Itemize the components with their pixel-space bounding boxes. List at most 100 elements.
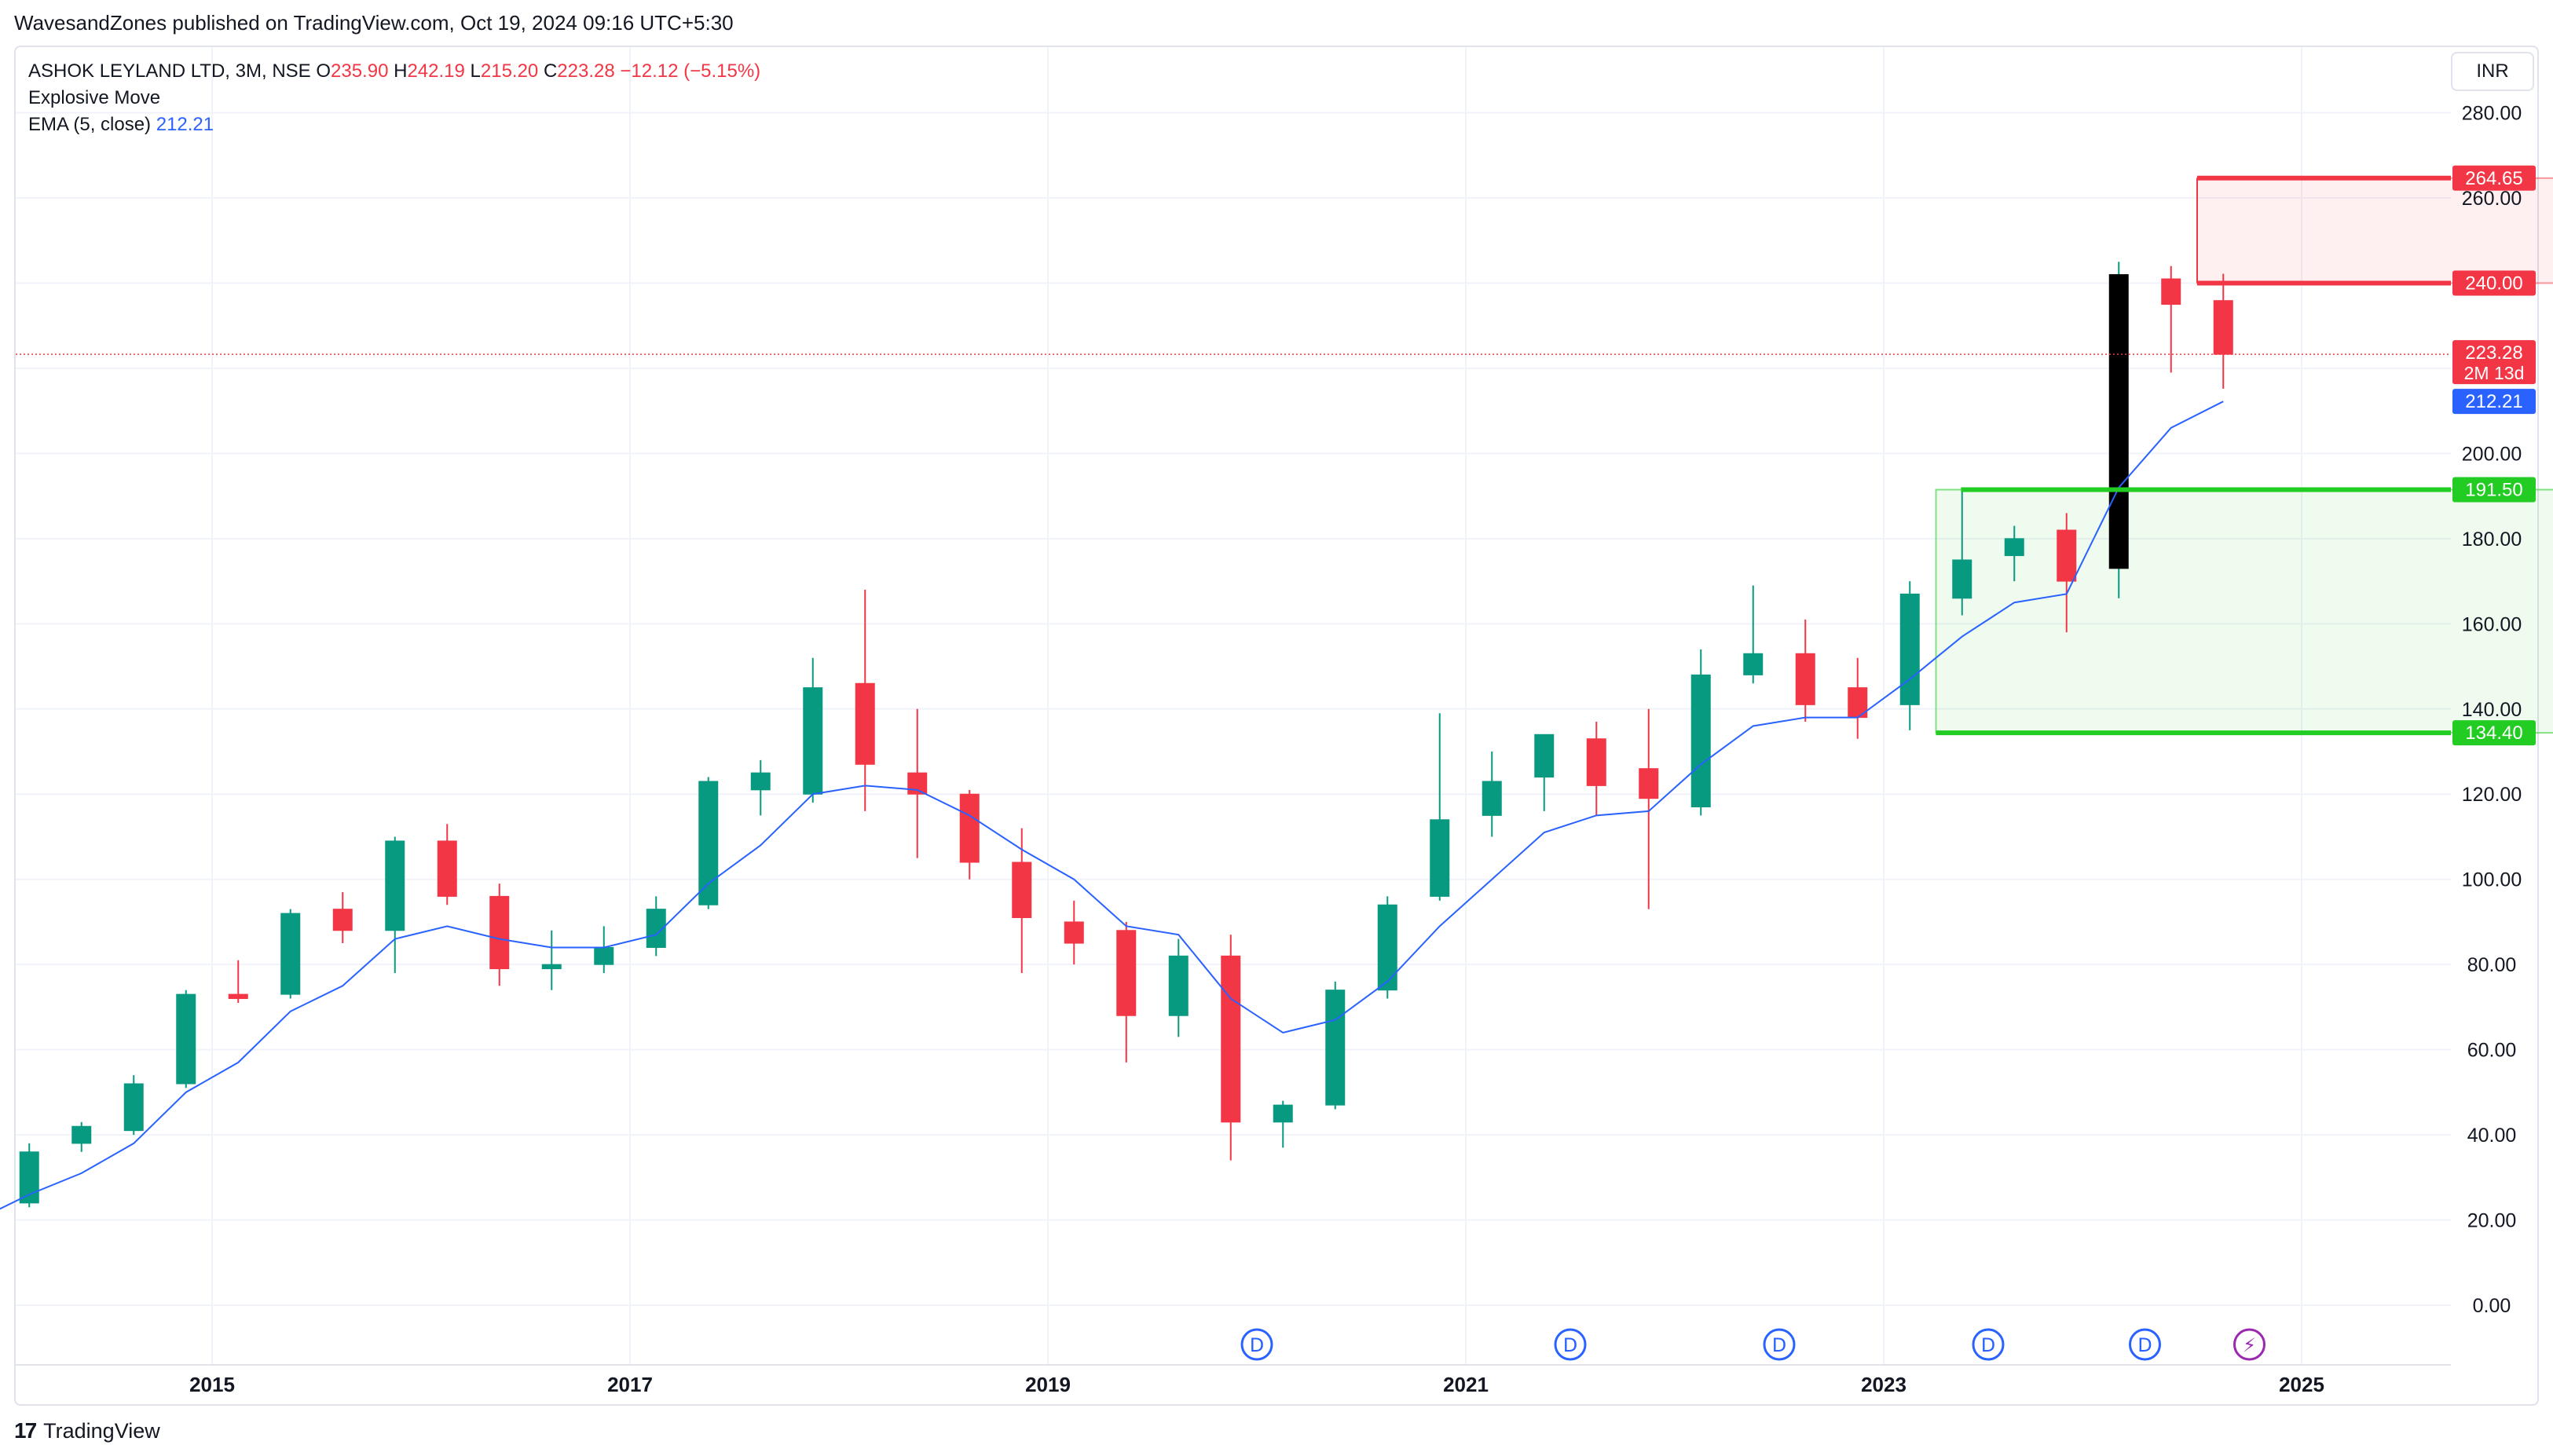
ema-line: [0, 401, 2224, 1210]
x-tick-label: 2015: [189, 1373, 235, 1396]
ema-layer: [0, 401, 2224, 1210]
candle-body: [1899, 593, 1920, 705]
x-tick-label: 2021: [1443, 1373, 1489, 1396]
split-event-marker[interactable]: ⚡: [2233, 1328, 2265, 1361]
chart-legend: ASHOK LEYLAND LTD, 3M, NSE O235.90 H242.…: [28, 58, 760, 138]
y-tick-label: 180.00: [2462, 529, 2522, 551]
ema-value: 212.21: [156, 114, 214, 135]
candle-body: [1168, 955, 1189, 1016]
candle-body: [1586, 738, 1606, 786]
candle-body: [2161, 278, 2181, 305]
chart-frame: [14, 46, 2539, 1406]
change-value: −12.12 (−5.15%): [620, 60, 761, 82]
candle-body: [907, 772, 928, 795]
y-tick-label: 260.00: [2462, 188, 2522, 210]
candle-body: [1116, 930, 1137, 1016]
candle-body: [176, 993, 196, 1085]
indicator-ema-row[interactable]: EMA (5, close) 212.21: [28, 112, 760, 138]
price-label-text: 240.00: [2465, 273, 2522, 294]
indicator-explosive-move[interactable]: Explosive Move: [28, 87, 161, 108]
zone-lines-layer: [16, 175, 2451, 736]
candle-body: [541, 964, 562, 970]
price-label-box: [2452, 270, 2536, 296]
ema-label: EMA (5, close): [28, 114, 152, 135]
candle-body: [1012, 862, 1032, 919]
candle-body: [959, 793, 980, 863]
candle-body: [1430, 819, 1450, 897]
lightning-icon: [2233, 1328, 2265, 1361]
tradingview-brand: TradingView: [43, 1418, 160, 1443]
axis-layer: 0.00 20.00 40.00 60.00 80.00 100.00 120.00 140.…: [16, 103, 2536, 1396]
price-label-countdown: 2M 13d: [2464, 363, 2525, 383]
price-label-text: 223.28: [2465, 342, 2522, 364]
event-marker-text: D: [1250, 1334, 1264, 1356]
candle-body: [1795, 653, 1815, 705]
dividend-icon: [1763, 1328, 1796, 1361]
candle-body: [2213, 300, 2233, 355]
legend-symbol-row: ASHOK LEYLAND LTD, 3M, NSE O235.90 H242.…: [28, 58, 760, 85]
candle-body: [1377, 904, 1397, 991]
footer-brand: 17 TradingView: [14, 1418, 160, 1443]
y-tick-label: 100.00: [2462, 869, 2522, 891]
zones-layer: [1935, 177, 2553, 734]
tradingview-logo-icon: 17: [14, 1418, 37, 1443]
event-marker-text: D: [1981, 1334, 1995, 1356]
candle-body: [1325, 990, 1346, 1106]
candle-body: [489, 895, 510, 970]
dividend-event-marker[interactable]: D: [2129, 1328, 2161, 1361]
dividend-event-marker[interactable]: D: [1240, 1328, 1273, 1361]
y-tick-label: 40.00: [2467, 1125, 2517, 1147]
event-marker-text: D: [2137, 1334, 2152, 1356]
dividend-event-marker[interactable]: D: [1763, 1328, 1796, 1361]
candle-body: [71, 1125, 92, 1144]
dividend-icon: [1554, 1328, 1587, 1361]
price-label-box: [2452, 720, 2536, 746]
price-label-text: 134.40: [2465, 723, 2522, 744]
candle-body: [1639, 768, 1659, 799]
x-tick-label: 2023: [1861, 1373, 1907, 1396]
x-tick-label: 2025: [2279, 1373, 2324, 1396]
symbol-name[interactable]: ASHOK LEYLAND LTD, 3M, NSE: [28, 60, 311, 82]
candle-body: [2004, 538, 2024, 557]
candle-body: [750, 772, 771, 791]
event-marker-text: ⚡: [2243, 1334, 2256, 1356]
candle-body: [803, 687, 823, 795]
price-label-text: 212.21: [2465, 391, 2522, 412]
low-value: 215.20: [480, 60, 539, 82]
publisher-line: WavesandZones published on TradingView.c…: [14, 11, 734, 35]
candle-body: [437, 840, 457, 897]
high-value: 242.19: [407, 60, 465, 82]
y-tick-label: 80.00: [2467, 954, 2517, 976]
open-value: 235.90: [331, 60, 389, 82]
currency-button[interactable]: INR: [2451, 52, 2534, 91]
y-tick-label: 280.00: [2462, 103, 2522, 125]
price-label-box: [2452, 340, 2536, 385]
dividend-icon: [2129, 1328, 2161, 1361]
candle-body: [123, 1083, 144, 1132]
dividend-event-marker[interactable]: D: [1972, 1328, 2005, 1361]
supply-zone-box: [2196, 177, 2553, 284]
dividend-event-marker[interactable]: D: [1554, 1328, 1587, 1361]
close-label: C: [543, 60, 558, 82]
y-tick-label: 140.00: [2462, 699, 2522, 721]
candles-layer: [19, 262, 2233, 1208]
demand-zone-box: [1935, 488, 2553, 734]
close-value: 223.28: [557, 60, 615, 82]
dividend-icon: [1972, 1328, 2005, 1361]
y-tick-label: 20.00: [2467, 1210, 2517, 1232]
dividend-icon: [1240, 1328, 1273, 1361]
event-marker-text: D: [1563, 1334, 1577, 1356]
candle-body: [2108, 274, 2129, 569]
candle-body: [594, 946, 614, 965]
candle-body: [698, 781, 719, 905]
event-markers-layer: D D D D D ⚡: [1240, 1328, 2265, 1361]
candle-body: [332, 909, 353, 931]
candle-body: [1064, 921, 1084, 944]
price-label-box: [2452, 477, 2536, 503]
price-label-text: 191.50: [2465, 479, 2522, 500]
y-tick-label: 200.00: [2462, 443, 2522, 465]
price-label-box: [2452, 165, 2536, 191]
x-tick-label: 2017: [607, 1373, 653, 1396]
low-label: L: [470, 60, 481, 82]
